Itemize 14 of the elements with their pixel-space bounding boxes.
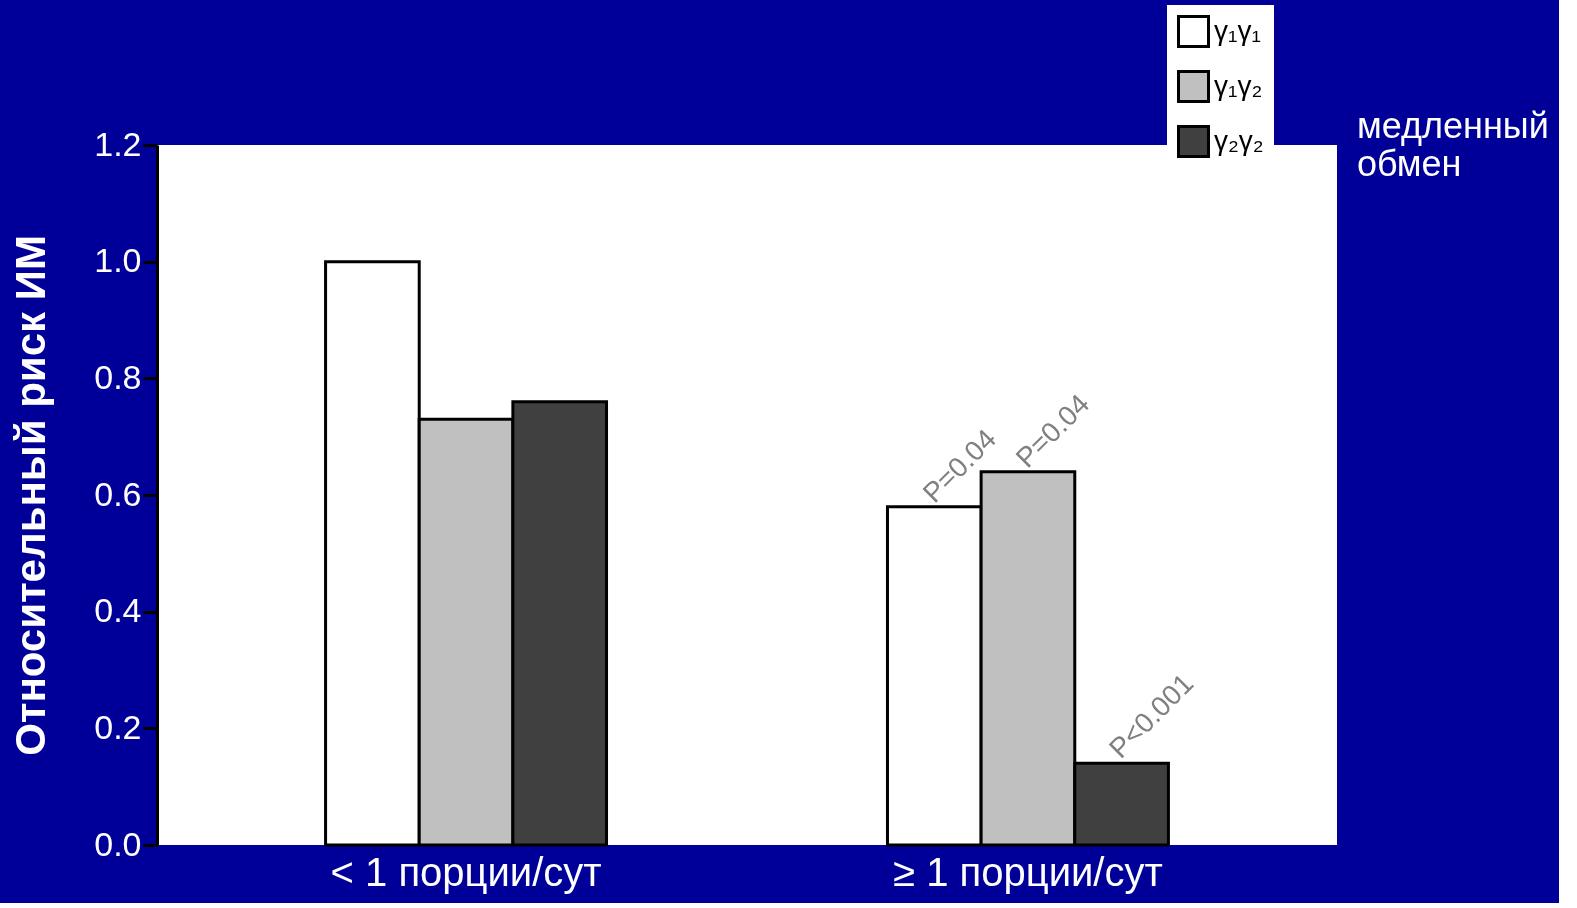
text: медленный обмен <box>1357 105 1549 184</box>
x-tick-label: < 1 порции/сут <box>330 849 602 894</box>
legend-label: γ₁γ₁ <box>1214 14 1261 46</box>
y-tick-label: 1.2 <box>94 124 142 163</box>
legend-label: γ₁γ₂ <box>1214 69 1263 101</box>
y-axis-title: Относительный риск ИМ <box>7 235 55 756</box>
x-tick-label: ≥ 1 порции/сут <box>893 849 1163 894</box>
y-tick-label: 0.2 <box>94 707 142 746</box>
y-tick-label: 0.4 <box>94 591 142 630</box>
y-tick-label: 0.0 <box>94 824 142 863</box>
legend-label: γ₂γ₂ <box>1214 124 1264 156</box>
y-tick-label: 0.8 <box>94 357 142 396</box>
y-tick-label: 0.6 <box>94 474 142 513</box>
y-tick-label: 1.0 <box>94 241 142 280</box>
